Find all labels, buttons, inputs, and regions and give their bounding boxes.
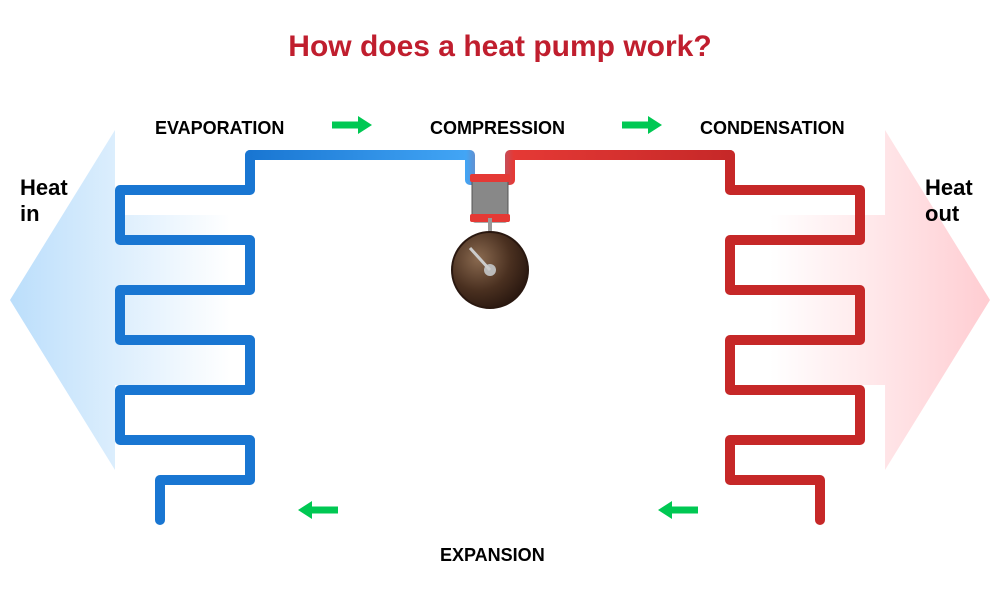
flow-arrow-icon	[332, 116, 372, 134]
label-condensation: CONDENSATION	[700, 118, 845, 139]
label-evaporation: EVAPORATION	[155, 118, 284, 139]
diagram-title: How does a heat pump work?	[0, 30, 1000, 64]
compressor-icon	[452, 174, 528, 308]
label-expansion: EXPANSION	[440, 545, 545, 566]
label-heat-out: Heat out	[925, 175, 973, 228]
condenser-coil	[730, 155, 860, 520]
label-heat-in: Heat in	[20, 175, 68, 228]
flow-arrow-icon	[622, 116, 662, 134]
label-compression: COMPRESSION	[430, 118, 565, 139]
heat-pump-diagram	[0, 0, 1000, 616]
evaporator-coil	[120, 155, 250, 520]
